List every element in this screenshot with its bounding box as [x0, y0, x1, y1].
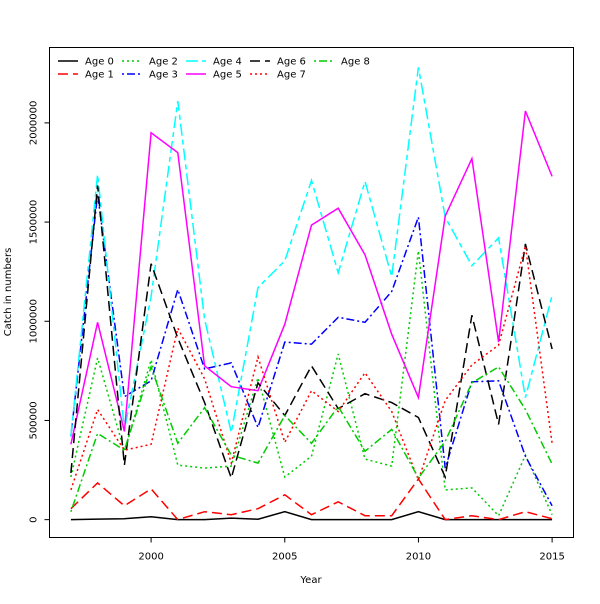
- y-axis: 0 500000 1000000 1500000 2000000: [29, 101, 50, 523]
- legend-label-5: Age 4: [213, 57, 242, 68]
- y-tick-label: 0: [29, 516, 40, 522]
- series-line-8: [70, 245, 553, 491]
- series-line-9: [70, 364, 553, 512]
- x-tick-label: 2005: [272, 552, 297, 563]
- x-axis: 2000 2005 2010 2015: [138, 537, 565, 563]
- legend-label-2: Age 1: [85, 70, 114, 81]
- y-tick-label: 500000: [29, 401, 40, 439]
- legend-label-6: Age 5: [213, 70, 242, 81]
- legend-label-9: Age 8: [341, 57, 370, 68]
- series-line-6: [70, 110, 553, 445]
- legend-label-3: Age 2: [149, 57, 178, 68]
- series-line-5: [70, 67, 553, 437]
- series-layer: [70, 67, 553, 521]
- series-line-3: [70, 250, 553, 518]
- x-axis-title: Year: [299, 575, 322, 586]
- series-line-1: [70, 510, 553, 521]
- y-tick-label: 1000000: [29, 299, 40, 344]
- x-tick-label: 2015: [539, 552, 564, 563]
- legend-label-1: Age 0: [85, 57, 114, 68]
- series-line-7: [70, 185, 553, 481]
- series-line-2: [70, 477, 553, 521]
- x-tick-label: 2000: [138, 552, 163, 563]
- legend: Age 0 Age 1 Age 2 Age 3 Age 4 Age 5 Age 6 Age 7…: [58, 57, 370, 81]
- y-tick-label: 2000000: [29, 101, 40, 146]
- legend-label-7: Age 6: [277, 57, 306, 68]
- series-line-4: [70, 194, 553, 507]
- legend-label-8: Age 7: [277, 70, 306, 81]
- y-tick-label: 1500000: [29, 200, 40, 245]
- legend-label-4: Age 3: [149, 70, 178, 81]
- x-tick-label: 2010: [406, 552, 431, 563]
- y-axis-title: Catch in numbers: [3, 248, 14, 337]
- plot-frame: [49, 47, 574, 538]
